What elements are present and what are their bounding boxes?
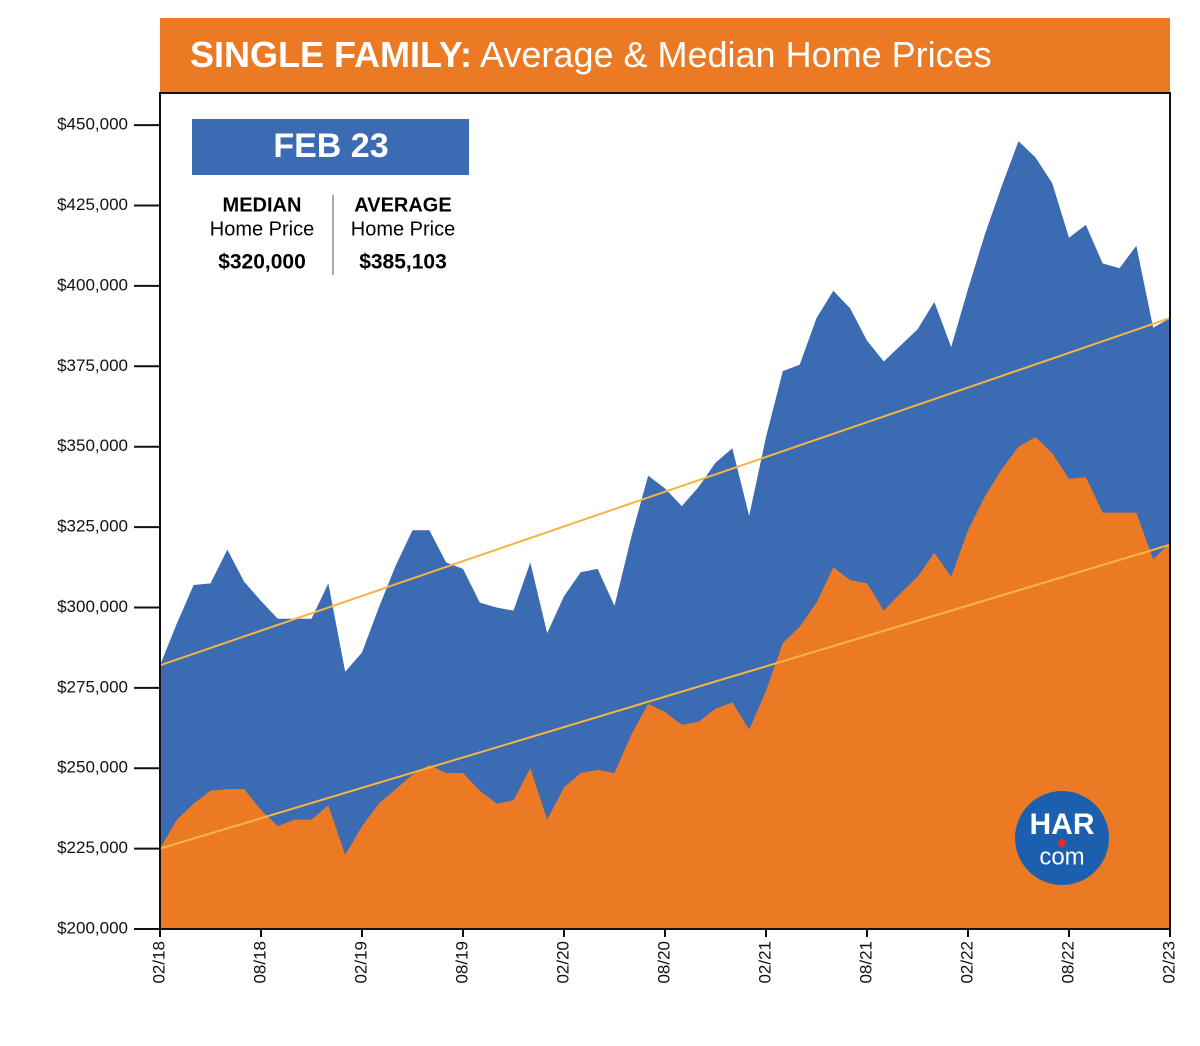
x-tick-label: 08/18: [250, 941, 269, 984]
y-tick-label: $200,000: [57, 918, 128, 937]
info-label: AVERAGE: [354, 194, 451, 216]
trend-line: [159, 543, 1171, 850]
y-tick-label: $275,000: [57, 677, 128, 696]
y-tick-label: $325,000: [57, 517, 128, 536]
x-tick-label: 02/21: [755, 941, 774, 984]
logo-circle: [1015, 791, 1109, 885]
x-tick-label: 08/21: [856, 941, 875, 984]
chart-title: SINGLE FAMILY: Average & Median Home Pri…: [190, 34, 992, 75]
logo-dot: [1058, 839, 1066, 847]
x-tick-label: 08/22: [1058, 941, 1077, 984]
logo-subtext: com: [1039, 843, 1084, 870]
x-tick-label: 02/18: [149, 941, 168, 984]
y-tick-label: $375,000: [57, 356, 128, 375]
info-value: $320,000: [218, 251, 306, 274]
title-rest: Average & Median Home Prices: [480, 34, 992, 75]
y-tick-label: $350,000: [57, 436, 128, 455]
x-tick-label: 02/23: [1159, 941, 1178, 984]
trend-line: [159, 317, 1171, 667]
x-tick-label: 02/19: [351, 941, 370, 984]
logo: HAR com: [1015, 791, 1109, 885]
y-tick-label: $425,000: [57, 195, 128, 214]
y-tick-label: $300,000: [57, 597, 128, 616]
x-tick-label: 02/20: [553, 941, 572, 984]
x-tick-label: 02/22: [957, 941, 976, 984]
y-tick-label: $450,000: [57, 115, 128, 134]
info-value: $385,103: [359, 251, 447, 274]
info-heading-bg: [192, 119, 469, 175]
title-banner: [160, 18, 1170, 94]
info-heading: FEB 23: [273, 127, 388, 165]
area: [160, 437, 1170, 929]
x-tick-label: 08/19: [452, 941, 471, 984]
y-tick-label: $400,000: [57, 275, 128, 294]
info-box: FEB 23 MEDIAN Home Price $320,000 AVERAG…: [192, 119, 469, 275]
info-sublabel: Home Price: [210, 218, 314, 240]
title-bold: SINGLE FAMILY:: [190, 34, 472, 75]
logo-text: HAR: [1030, 808, 1095, 841]
info-sublabel: Home Price: [351, 218, 455, 240]
plot-area: [159, 141, 1171, 929]
y-tick-label: $250,000: [57, 758, 128, 777]
x-tick-label: 08/20: [654, 941, 673, 984]
info-label: MEDIAN: [223, 194, 302, 216]
y-tick-label: $225,000: [57, 838, 128, 857]
